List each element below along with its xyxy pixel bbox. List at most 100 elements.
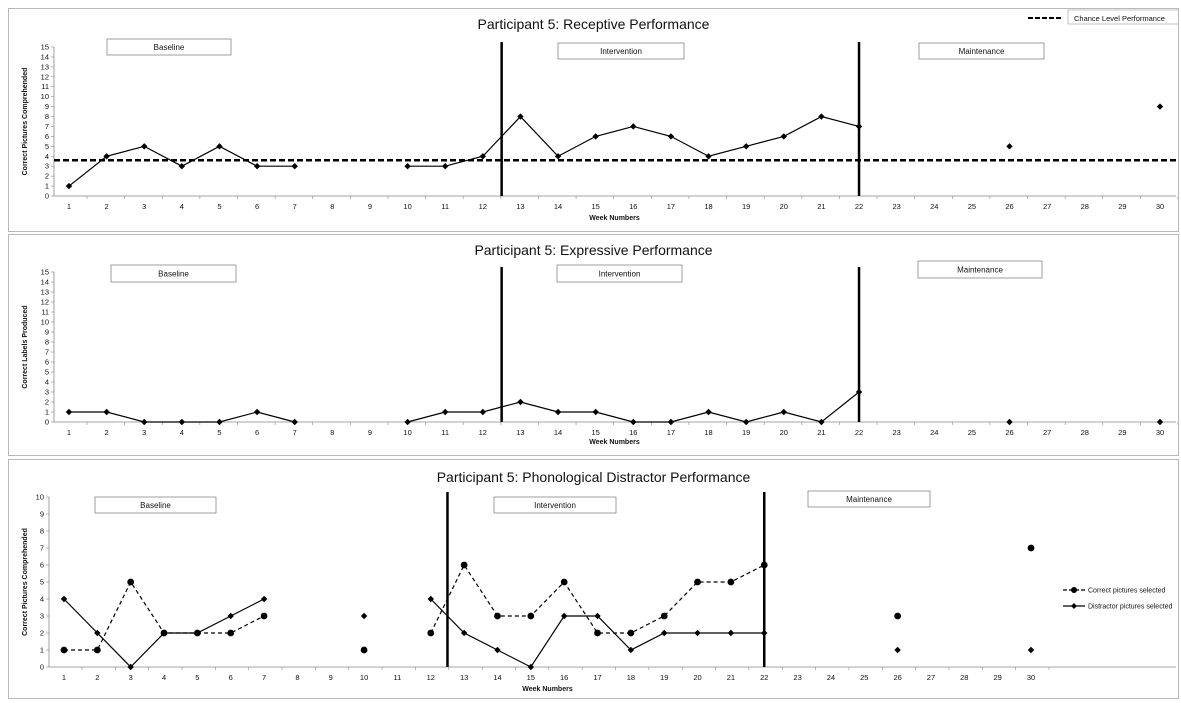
data-point — [667, 133, 675, 140]
y-tick-label: 7 — [40, 544, 44, 553]
x-tick-label: 30 — [1027, 673, 1035, 682]
data-point-distractor — [627, 646, 635, 654]
x-tick-label: 6 — [229, 673, 233, 682]
data-point-distractor — [727, 629, 735, 637]
data-point — [1006, 143, 1013, 150]
phase-label-box — [557, 42, 685, 60]
x-tick-label: 18 — [704, 202, 712, 211]
y-tick-label: 0 — [40, 663, 44, 672]
x-tick-label: 21 — [727, 673, 735, 682]
data-point — [592, 133, 599, 140]
data-point-correct — [760, 561, 768, 569]
x-tick-label: 8 — [295, 673, 299, 682]
data-point — [855, 388, 863, 396]
x-tick-label: 26 — [1005, 202, 1013, 211]
data-point — [630, 123, 637, 130]
phase-label-baseline: Baseline — [140, 501, 171, 510]
x-tick-label: 2 — [105, 428, 109, 437]
phase-label-baseline: Baseline — [154, 43, 185, 52]
x-tick-label: 25 — [860, 673, 868, 682]
data-point-correct — [660, 612, 668, 620]
data-point-distractor — [761, 629, 768, 637]
data-point-correct — [560, 578, 568, 586]
series-line — [407, 391, 860, 423]
data-point — [667, 418, 675, 426]
expressive-chart: Participant 5: Expressive Performance Bas… — [22, 242, 1179, 446]
x-tick-label: 28 — [960, 673, 968, 682]
x-tick-label: 10 — [403, 428, 411, 437]
x-tick-label: 29 — [993, 673, 1001, 682]
x-tick-label: 10 — [403, 202, 411, 211]
y-tick-label: 6 — [40, 561, 44, 570]
data-point — [404, 418, 411, 426]
data-point — [253, 163, 261, 170]
x-tick-label: 5 — [195, 673, 199, 682]
x-tick-label: 24 — [930, 428, 938, 437]
x-tick-label: 21 — [817, 428, 825, 437]
y-tick-label: 11 — [41, 82, 49, 91]
x-tick-label: 13 — [516, 202, 524, 211]
data-point-correct — [1027, 544, 1035, 552]
data-point-distractor — [594, 612, 601, 620]
phase-label-box — [556, 264, 683, 283]
receptive-chart-panel: Participant 5: Receptive Performance Base… — [8, 8, 1181, 232]
data-point-correct — [627, 629, 635, 637]
data-point-distractor — [194, 629, 201, 637]
x-tick-label: 20 — [780, 428, 788, 437]
data-point — [554, 153, 562, 160]
y-tick-label: 14 — [41, 278, 49, 287]
y-tick-label: 4 — [45, 152, 49, 161]
x-tick-label: 20 — [780, 202, 788, 211]
series-line — [64, 580, 265, 651]
x-tick-label: 7 — [262, 673, 266, 682]
data-point — [818, 113, 825, 120]
data-point-distractor — [460, 629, 468, 637]
data-point — [517, 398, 524, 406]
data-point-correct — [527, 612, 535, 620]
data-point-correct — [127, 578, 135, 586]
chart-title: Participant 5: Expressive Performance — [474, 242, 712, 258]
data-point — [818, 418, 825, 426]
x-tick-label: 14 — [554, 202, 562, 211]
x-tick-label: 27 — [1043, 428, 1051, 437]
x-tick-label: 10 — [360, 673, 368, 682]
data-point-correct — [260, 612, 268, 620]
data-point-distractor — [94, 629, 101, 637]
legend-box — [1067, 9, 1181, 25]
x-tick-label: 12 — [479, 428, 487, 437]
x-tick-label: 16 — [560, 673, 568, 682]
data-point — [253, 408, 261, 416]
data-point — [554, 408, 562, 416]
data-point — [780, 408, 787, 416]
y-tick-label: 3 — [40, 612, 44, 621]
data-point — [780, 133, 787, 140]
chart-title: Participant 5: Receptive Performance — [478, 16, 710, 32]
phase-label-box — [493, 496, 617, 514]
y-tick-label: 12 — [41, 298, 49, 307]
x-tick-label: 14 — [554, 428, 562, 437]
data-point — [742, 143, 750, 150]
x-tick-label: 22 — [760, 673, 768, 682]
data-point — [517, 113, 524, 120]
x-tick-label: 6 — [255, 428, 259, 437]
phase-label-box — [106, 38, 232, 56]
x-tick-label: 19 — [660, 673, 668, 682]
y-tick-label: 9 — [45, 328, 49, 337]
x-tick-label: 3 — [142, 428, 146, 437]
data-point — [141, 418, 148, 426]
data-point-correct — [460, 561, 468, 569]
data-point-correct — [894, 612, 902, 620]
legend-series-label: Correct pictures selected — [1088, 588, 1166, 595]
data-point-distractor — [661, 629, 668, 637]
y-tick-label: 7 — [45, 348, 49, 357]
y-tick-label: 0 — [45, 418, 49, 427]
data-point — [742, 418, 750, 426]
y-tick-label: 3 — [45, 162, 49, 171]
data-point-distractor — [427, 595, 434, 603]
y-tick-label: 2 — [40, 629, 44, 638]
x-tick-label: 18 — [704, 428, 712, 437]
distractor-chart: Participant 5: Phonological Distractor P… — [22, 469, 1176, 693]
legend-chance-label: Chance Level Performance — [1074, 14, 1165, 23]
x-tick-label: 3 — [142, 202, 146, 211]
y-tick-label: 4 — [40, 595, 44, 604]
